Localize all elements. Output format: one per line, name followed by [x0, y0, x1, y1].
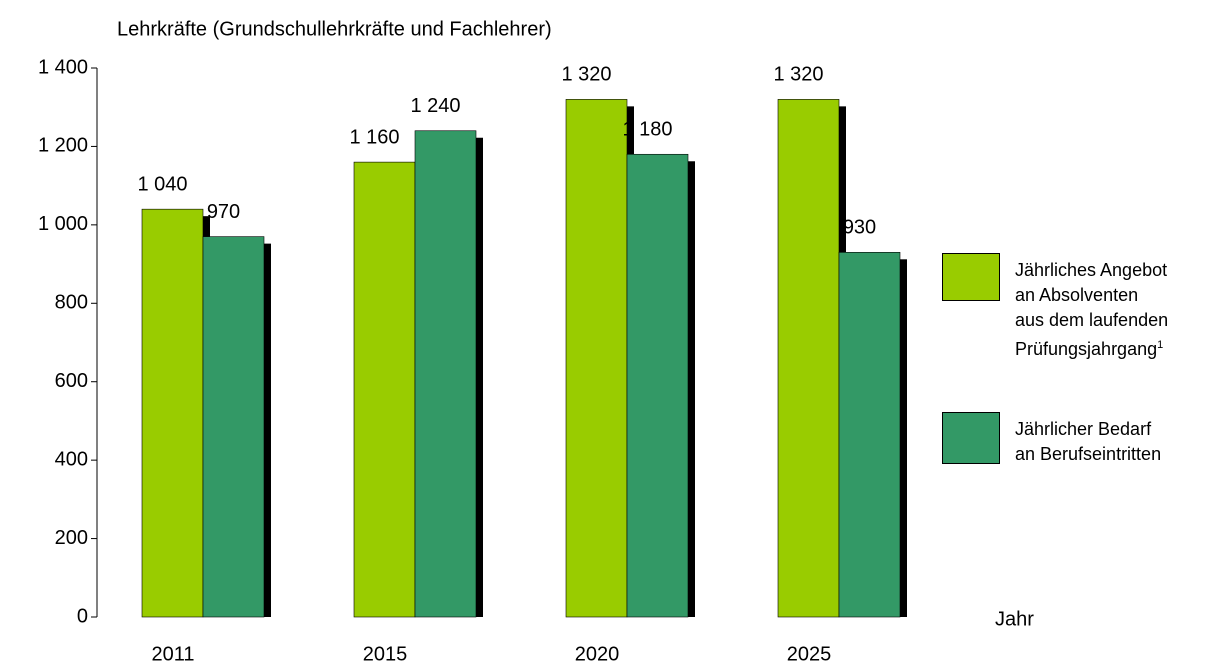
- legend-swatch: [942, 253, 1000, 301]
- legend-label: Jährliches Angebot an Absolventen aus de…: [1015, 260, 1169, 359]
- data-label: 1 180: [622, 119, 672, 141]
- legend-swatch: [942, 412, 1000, 464]
- bar: [141, 208, 204, 618]
- bar: [414, 130, 477, 618]
- y-tick-label: 1 400: [38, 56, 88, 78]
- y-tick-label: 1 200: [38, 135, 88, 157]
- data-label: 970: [207, 201, 240, 223]
- data-label: 1 160: [349, 126, 399, 148]
- bar: [565, 99, 628, 618]
- legend-entry: Jährliches Angebot an Absolventen aus de…: [1015, 258, 1168, 362]
- bar: [777, 99, 840, 618]
- data-label: 1 320: [773, 64, 823, 86]
- bar: [838, 252, 901, 618]
- data-label: 1 040: [137, 173, 187, 195]
- x-tick-label: 2011: [151, 643, 194, 665]
- data-label: 1 240: [410, 95, 460, 117]
- legend-entry: Jährlicher Bedarf an Berufseintritten: [1015, 417, 1161, 467]
- y-tick-label: 400: [55, 448, 88, 470]
- x-axis-label: Jahr: [995, 608, 1034, 630]
- y-tick-label: 1 000: [38, 213, 88, 235]
- footnote-marker: 1: [1157, 339, 1164, 351]
- y-tick-label: 200: [55, 527, 88, 549]
- bar: [202, 236, 265, 618]
- x-tick-label: 2025: [787, 643, 832, 665]
- y-tick-label: 800: [55, 292, 88, 314]
- y-tick-label: 0: [77, 605, 88, 627]
- chart-title: Lehrkräfte (Grundschullehrkräfte und Fac…: [117, 18, 552, 40]
- x-tick-label: 2020: [575, 643, 620, 665]
- legend-label: Jährlicher Bedarf an Berufseintritten: [1015, 419, 1162, 464]
- data-label: 930: [843, 217, 876, 239]
- data-label: 1 320: [561, 64, 611, 86]
- x-tick-label: 2015: [363, 643, 408, 665]
- bar: [626, 153, 689, 618]
- y-tick-label: 600: [55, 370, 88, 392]
- bar: [353, 161, 416, 618]
